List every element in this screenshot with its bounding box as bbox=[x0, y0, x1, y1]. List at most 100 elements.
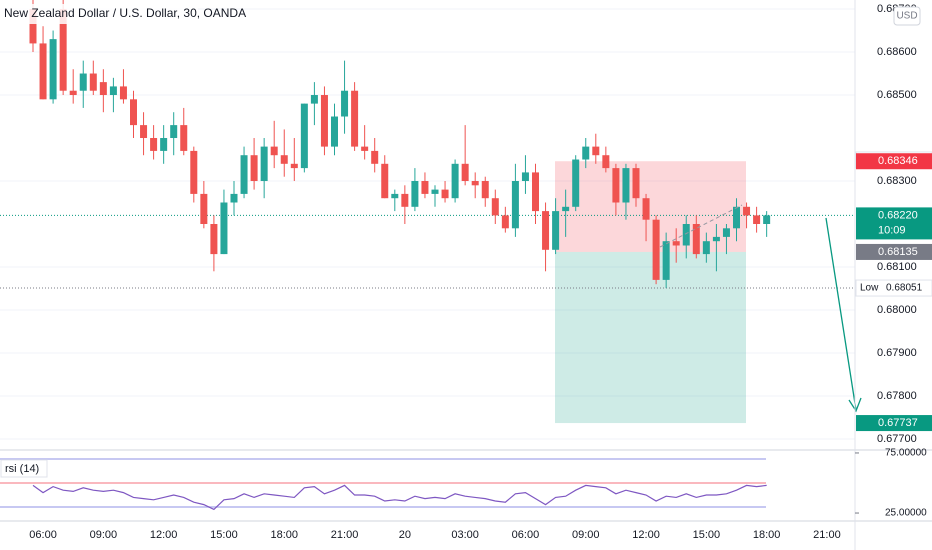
candle-body bbox=[361, 146, 369, 151]
candle-body bbox=[733, 206, 740, 229]
candle-body bbox=[99, 82, 107, 96]
candle-body bbox=[642, 198, 650, 220]
price-marker bbox=[856, 415, 932, 432]
rsi-title-box[interactable] bbox=[0, 459, 48, 478]
x-tick-label: 20 bbox=[399, 529, 411, 541]
candle-body bbox=[532, 172, 539, 212]
candle-body bbox=[431, 189, 439, 194]
candle-body bbox=[310, 95, 318, 104]
target-zone bbox=[555, 251, 746, 424]
candle-body bbox=[59, 9, 67, 91]
candle-body bbox=[401, 193, 409, 207]
candle-body bbox=[351, 90, 359, 147]
x-tick-label: 12:00 bbox=[150, 529, 178, 541]
y-tick-label: 0.68000 bbox=[877, 304, 917, 316]
candle-body bbox=[481, 181, 489, 199]
candle-body bbox=[260, 146, 268, 182]
candle-body bbox=[652, 219, 660, 280]
arrow-line bbox=[825, 217, 857, 411]
candle-body bbox=[743, 206, 751, 216]
candle-body bbox=[491, 198, 499, 216]
candle-body bbox=[119, 86, 127, 100]
candle-body bbox=[280, 155, 288, 164]
position-tool bbox=[0, 161, 855, 424]
x-tick-label: 15:00 bbox=[693, 529, 721, 541]
y-tick-label: 0.68100 bbox=[877, 261, 917, 273]
x-tick-label: 09:00 bbox=[572, 529, 600, 541]
candle-body bbox=[562, 206, 570, 212]
candle-body bbox=[471, 181, 479, 186]
candle-body bbox=[391, 193, 399, 199]
y-tick-label: 0.68600 bbox=[877, 46, 917, 58]
candle-body bbox=[250, 155, 258, 182]
candle-body bbox=[702, 241, 710, 255]
arrow-head bbox=[848, 397, 862, 413]
rsi-tick-label: 25.00000 bbox=[885, 508, 927, 519]
x-tick-label: 21:00 bbox=[813, 529, 841, 541]
countdown: 10:09 bbox=[878, 224, 906, 236]
price-marker-label: 0.68220 bbox=[878, 209, 918, 221]
candle-body bbox=[421, 181, 429, 194]
currency-box[interactable] bbox=[893, 6, 921, 26]
price-marker-name: Low bbox=[860, 283, 879, 294]
candle-body bbox=[300, 103, 308, 169]
candle-body bbox=[290, 163, 298, 169]
candle-body bbox=[662, 241, 670, 280]
candle-body bbox=[341, 90, 349, 117]
candle-body bbox=[552, 211, 560, 250]
x-tick-label: 06:00 bbox=[29, 529, 57, 541]
candle-body bbox=[200, 193, 208, 224]
rsi-line bbox=[32, 484, 767, 511]
x-tick-label: 03:00 bbox=[451, 529, 479, 541]
candle-body bbox=[89, 73, 97, 91]
candle-body bbox=[411, 181, 419, 207]
candle-body bbox=[381, 163, 389, 199]
candle-body bbox=[451, 163, 459, 199]
candle-body bbox=[130, 99, 137, 126]
candle-body bbox=[753, 215, 761, 224]
candle-body bbox=[320, 95, 328, 147]
price-marker bbox=[855, 279, 932, 297]
candle-body bbox=[140, 125, 148, 139]
candle-body bbox=[240, 155, 248, 194]
candles bbox=[29, 0, 771, 289]
candle-body bbox=[682, 224, 690, 246]
y-tick-label: 0.67700 bbox=[877, 433, 917, 445]
candle-body bbox=[722, 228, 730, 237]
candle-body bbox=[230, 193, 238, 203]
candle-body bbox=[763, 215, 771, 224]
candle-body bbox=[79, 73, 87, 91]
candle-body bbox=[270, 146, 278, 156]
candle-body bbox=[622, 168, 630, 203]
candle-body bbox=[602, 155, 610, 169]
candle-body bbox=[371, 150, 379, 164]
candle-body bbox=[190, 150, 198, 194]
y-tick-label: 0.68300 bbox=[877, 175, 917, 187]
stop-zone bbox=[555, 161, 746, 252]
candle-body bbox=[69, 90, 77, 96]
candle-body bbox=[461, 163, 469, 182]
rsi-panel bbox=[0, 458, 767, 511]
price-marker bbox=[856, 153, 932, 170]
candle-body bbox=[672, 241, 680, 246]
price-markers: Avg0.68349Low0.680510.683460.681350.6773… bbox=[855, 151, 932, 432]
candle-body bbox=[572, 159, 580, 207]
rsi-title[interactable]: rsi (14) bbox=[5, 463, 39, 475]
currency[interactable]: USD bbox=[896, 11, 917, 22]
price-marker bbox=[856, 207, 932, 240]
x-tick-label: 12:00 bbox=[632, 529, 660, 541]
candle-body bbox=[501, 215, 509, 229]
candle-body bbox=[542, 211, 550, 250]
y-tick-label: 0.67800 bbox=[877, 390, 917, 402]
candle-body bbox=[511, 181, 519, 229]
price-marker-label: 0.68135 bbox=[878, 246, 918, 258]
price-marker-label: 0.68346 bbox=[878, 155, 918, 167]
candle-body bbox=[612, 168, 620, 203]
candle-body bbox=[712, 236, 720, 242]
price-marker bbox=[856, 243, 932, 260]
rsi-tick-label: 75.00000 bbox=[885, 448, 927, 459]
candle-body bbox=[180, 125, 188, 151]
